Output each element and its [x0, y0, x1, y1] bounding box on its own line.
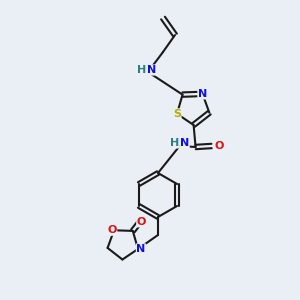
Text: O: O: [107, 225, 117, 235]
Text: O: O: [137, 217, 146, 227]
Text: N: N: [198, 89, 207, 99]
Text: N: N: [136, 244, 146, 254]
Text: O: O: [214, 141, 224, 151]
Text: N: N: [180, 138, 189, 148]
Text: H: H: [137, 65, 147, 75]
Text: S: S: [173, 109, 181, 119]
Text: N: N: [147, 65, 157, 75]
Text: H: H: [170, 138, 179, 148]
